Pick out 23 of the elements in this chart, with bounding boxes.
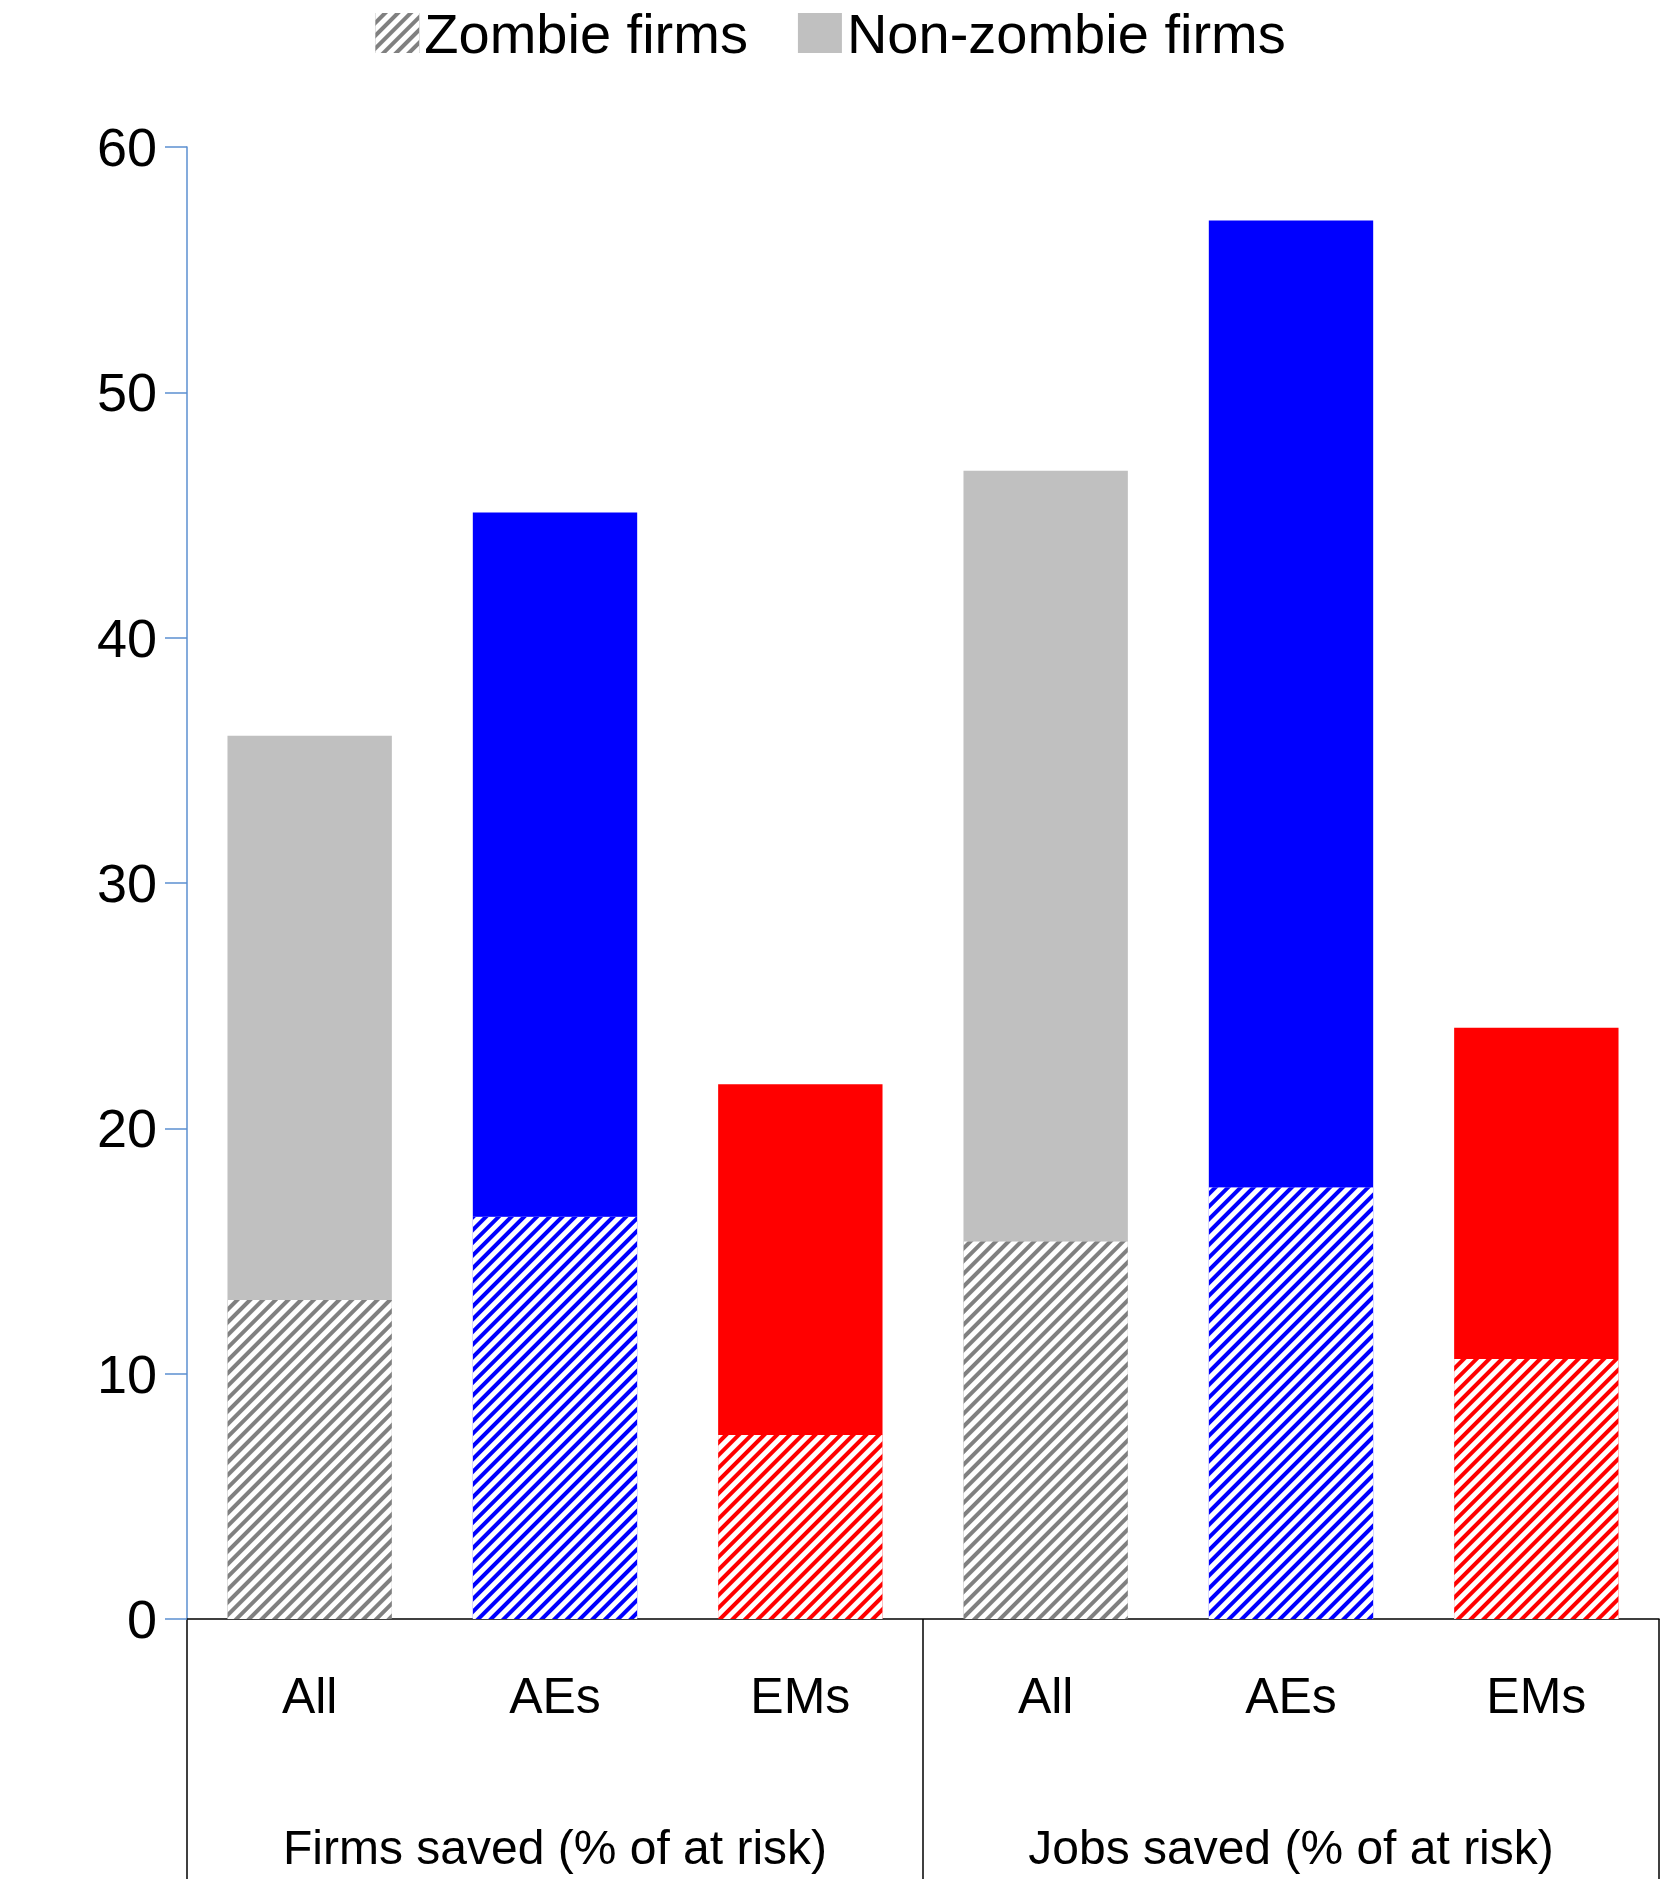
y-tick-label: 20 <box>96 1098 157 1159</box>
bar <box>472 512 638 1217</box>
bar <box>963 470 1128 1242</box>
y-tick-label: 0 <box>126 1589 157 1649</box>
legend-label: Zombie firms <box>424 1 748 65</box>
y-tick-label: 10 <box>96 1343 157 1404</box>
bar <box>718 1084 883 1435</box>
x-tick-label: All <box>1017 1668 1074 1724</box>
x-tick-label: AEs <box>1245 1668 1337 1724</box>
bar <box>1208 220 1374 1188</box>
text: Firms saved (% of at risk) <box>282 1820 828 1874</box>
x-tick-label: AEs <box>509 1668 601 1724</box>
legend-label: Non-zombie firms <box>846 1 1286 65</box>
bar <box>1454 1027 1619 1359</box>
x-tick-label: EMs <box>750 1668 851 1724</box>
x-tick-label: All <box>281 1668 338 1724</box>
y-tick-label: 60 <box>96 117 157 177</box>
y-tick-label: 30 <box>96 853 157 913</box>
y-tick-label: 40 <box>96 607 157 668</box>
bar <box>227 735 392 1301</box>
text: Jobs saved (% of at risk) <box>1028 1820 1554 1874</box>
x-tick-label: EMs <box>1486 1668 1587 1724</box>
y-tick-label: 50 <box>96 362 157 423</box>
